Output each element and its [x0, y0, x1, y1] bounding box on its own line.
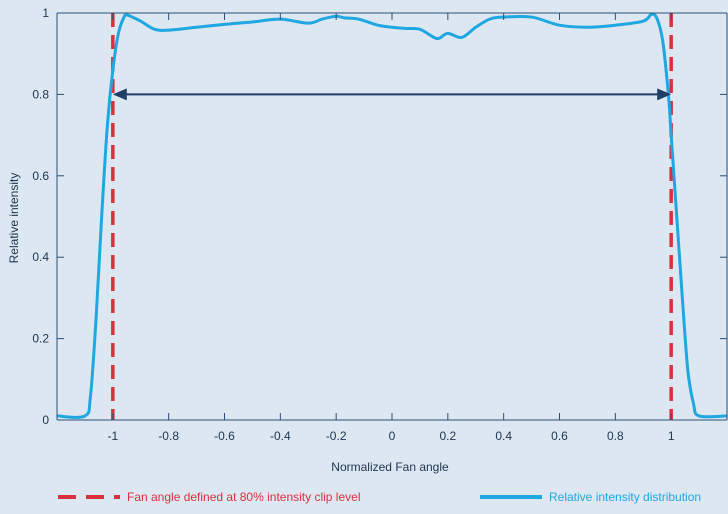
- y-tick-label: 1: [42, 6, 49, 20]
- y-tick-label: 0.2: [32, 332, 49, 346]
- x-tick-label: 0.2: [439, 429, 456, 443]
- fan-angle-arrow-head-left: [112, 88, 127, 101]
- y-tick-label: 0.6: [32, 169, 49, 183]
- x-axis-title: Normalized Fan angle: [331, 460, 449, 474]
- y-tick-label: 0.4: [32, 250, 49, 264]
- x-tick-label: -1: [107, 429, 118, 443]
- axes-layer: -1 -0.8 -0.6 -0.4 -0.2 0 0.2 0.4 0.6 0.8 1 0 0.2 0.4 0…: [32, 6, 728, 443]
- x-tick-label: 0.8: [607, 429, 624, 443]
- intensity-curve: [56, 12, 728, 419]
- y-tick-label: 0.8: [32, 87, 49, 101]
- legend-label-intensity: Relative intensity distribution: [549, 490, 701, 504]
- y-tick-label: 0: [42, 413, 49, 427]
- fan-angle-arrow-head-right: [657, 88, 672, 101]
- x-tick-label: 0.6: [551, 429, 568, 443]
- x-tick-label: -0.2: [326, 429, 347, 443]
- legend: Fan angle defined at 80% intensity clip …: [58, 490, 701, 504]
- x-tick-label: 0: [389, 429, 396, 443]
- plot-layer: [56, 12, 728, 420]
- x-tick-label: 0.4: [495, 429, 512, 443]
- x-tick-label: -0.8: [158, 429, 179, 443]
- legend-label-clip-level: Fan angle defined at 80% intensity clip …: [127, 490, 360, 504]
- x-tick-label: 1: [668, 429, 675, 443]
- y-axis-title: Relative intensity: [7, 173, 21, 264]
- x-tick-label: -0.4: [270, 429, 291, 443]
- x-tick-label: -0.6: [214, 429, 235, 443]
